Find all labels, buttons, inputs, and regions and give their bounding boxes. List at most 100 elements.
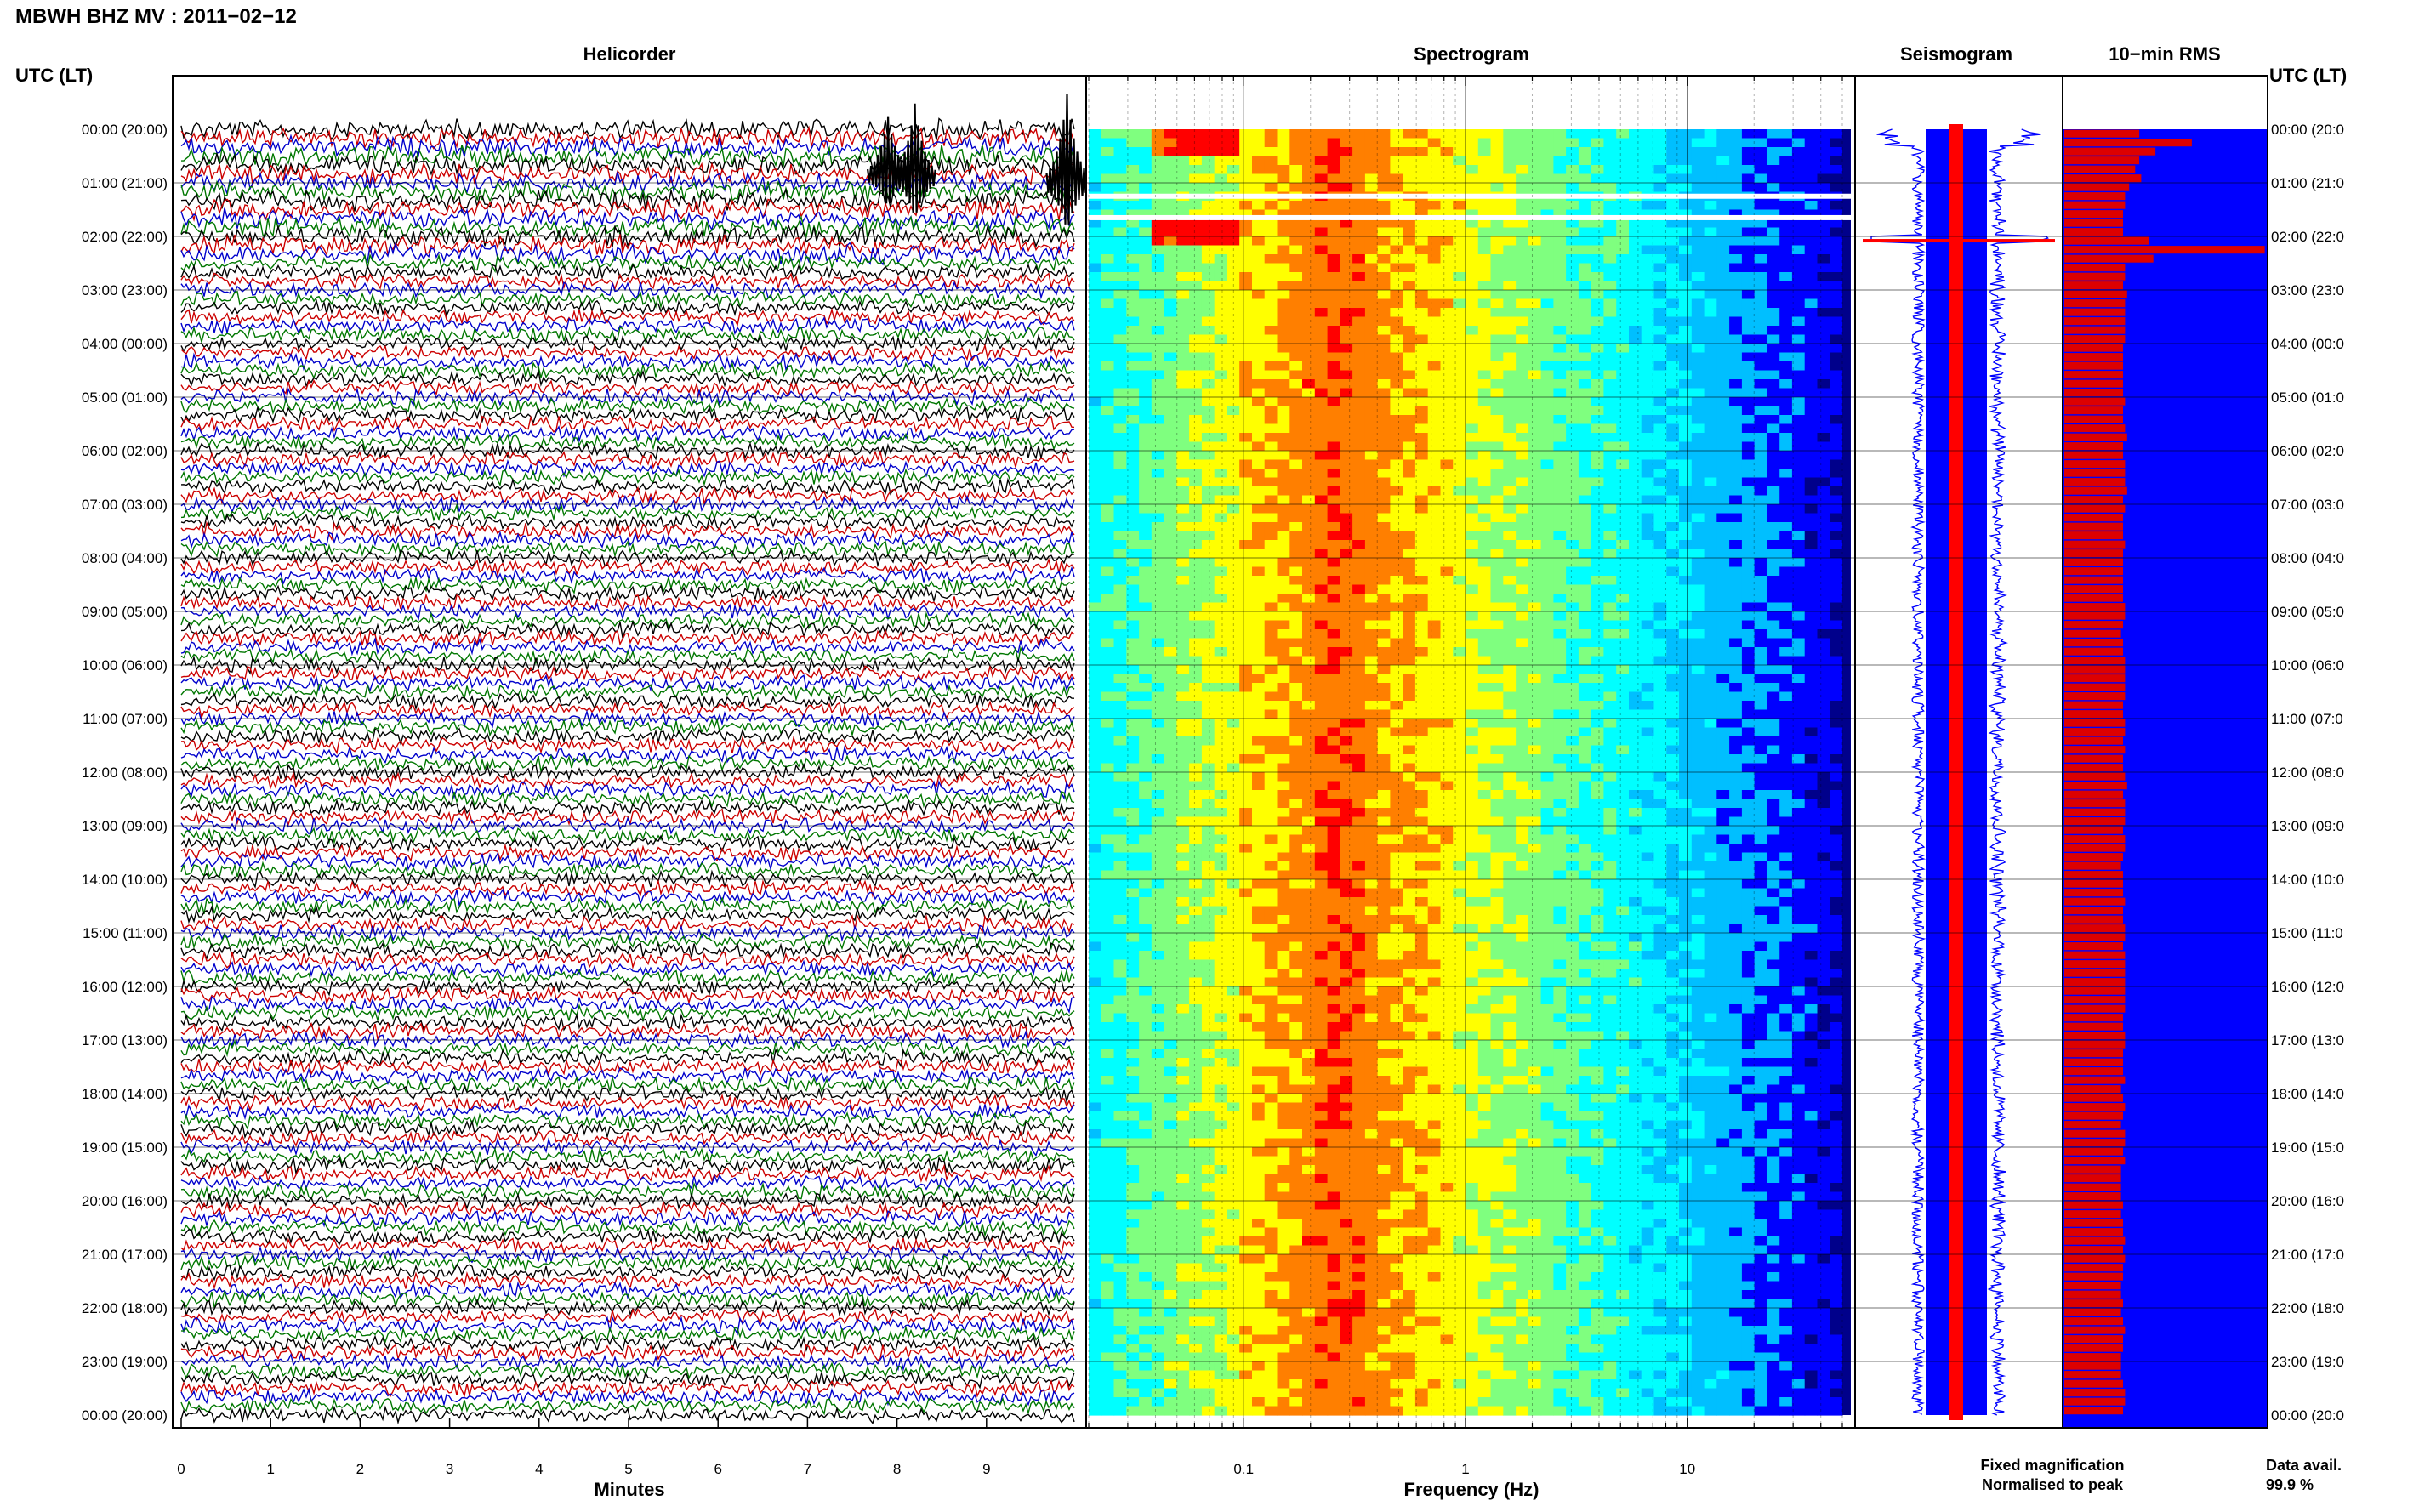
spectrogram-cell: [1516, 173, 1529, 184]
spectrogram-cell: [1804, 638, 1819, 648]
spectrogram-cell: [1377, 656, 1391, 666]
spectrogram-cell: [1101, 781, 1115, 791]
spectrogram-cell: [1477, 469, 1492, 479]
spectrogram-cell: [1503, 459, 1517, 469]
spectrogram-cell: [1490, 316, 1504, 327]
spectrogram-cell: [1151, 406, 1165, 416]
spectrogram-cell: [1101, 236, 1115, 247]
spectrogram-cell: [1264, 629, 1278, 639]
spectrogram-cell: [1377, 549, 1391, 559]
spectrogram-cell: [1804, 719, 1819, 729]
spectrogram-cell: [1113, 459, 1127, 469]
spectrogram-cell: [1553, 165, 1567, 175]
spectrogram-cell: [1352, 441, 1366, 452]
spectrogram-cell: [1779, 486, 1793, 497]
spectrogram-cell: [1729, 772, 1743, 782]
spectrogram-cell: [1767, 423, 1780, 434]
spectrogram-cell: [1729, 727, 1743, 737]
spectrogram-cell: [1691, 558, 1705, 568]
spectrogram-cell: [1201, 370, 1215, 380]
spectrogram-cell: [1440, 736, 1454, 747]
spectrogram-cell: [1616, 433, 1630, 443]
spectrogram-cell: [1741, 397, 1756, 407]
spectrogram-cell: [1264, 254, 1278, 264]
spectrogram-cell: [1477, 620, 1492, 630]
helicorder-event: [1045, 94, 1089, 225]
spectrogram-cell: [1779, 709, 1793, 719]
spectrogram-cell: [1189, 254, 1203, 264]
spectrogram-cell: [1364, 691, 1379, 702]
spectrogram-cell: [1440, 254, 1454, 264]
spectrogram-cell: [1201, 245, 1215, 255]
spectrogram-cell: [1201, 236, 1215, 247]
spectrogram-cell: [1101, 522, 1115, 532]
spectrogram-cell: [1151, 594, 1165, 604]
spectrogram-cell: [1466, 772, 1479, 782]
spectrogram-cell: [1113, 263, 1127, 273]
spectrogram-cell: [1704, 379, 1717, 389]
spectrogram-cell: [1277, 540, 1290, 550]
spectrogram-cell: [1591, 469, 1605, 479]
helicorder-trace: [180, 214, 1075, 241]
spectrogram-cell: [1113, 566, 1127, 577]
spectrogram-cell: [1414, 504, 1429, 514]
spectrogram-cell: [1817, 745, 1830, 755]
spectrogram-cell: [1252, 469, 1266, 479]
spectrogram-cell: [1176, 344, 1190, 354]
spectrogram-cell: [1377, 540, 1391, 550]
spectrogram-cell: [1591, 808, 1605, 818]
spectrogram-cell: [1289, 254, 1303, 264]
spectrogram-cell: [1603, 129, 1617, 139]
helicorder-x-tick-label: 5: [624, 1461, 632, 1477]
spectrogram-cell: [1666, 451, 1680, 461]
spectrogram-cell: [1716, 173, 1730, 184]
spectrogram-cell: [1779, 272, 1793, 282]
spectrogram-cell: [1817, 549, 1830, 559]
spectrogram-cell: [1352, 772, 1366, 782]
spectrogram-cell: [1252, 691, 1266, 702]
spectrogram-cell: [1830, 209, 1843, 219]
spectrogram-cell: [1830, 558, 1843, 568]
spectrogram-cell: [1591, 816, 1605, 827]
spectrogram-cell: [1252, 629, 1266, 639]
spectrogram-cell: [1716, 316, 1730, 327]
spectrogram-cell: [1340, 576, 1353, 586]
spectrogram-cell: [1817, 701, 1830, 711]
spectrogram-cell: [1641, 477, 1655, 487]
spectrogram-cell: [1679, 361, 1693, 372]
spectrogram-cell: [1603, 406, 1617, 416]
spectrogram-cell: [1716, 370, 1730, 380]
spectrogram-cell: [1629, 531, 1642, 541]
spectrogram-cell: [1314, 290, 1329, 300]
spectrogram-cell: [1453, 719, 1466, 729]
spectrogram-cell: [1791, 129, 1806, 139]
spectrogram-cell: [1252, 290, 1266, 300]
spectrogram-cell: [1201, 719, 1215, 729]
spectrogram-cell: [1791, 647, 1806, 657]
spectrogram-cell: [1327, 272, 1340, 282]
spectrogram-cell: [1566, 816, 1579, 827]
spectrogram-cell: [1466, 834, 1479, 844]
spectrogram-cell: [1741, 602, 1756, 612]
spectrogram-cell: [1403, 772, 1416, 782]
spectrogram-cell: [1201, 781, 1215, 791]
spectrogram-cell: [1779, 584, 1793, 594]
spectrogram-cell: [1477, 540, 1492, 550]
helicorder-trace: [180, 378, 1075, 398]
spectrogram-cell: [1566, 665, 1579, 675]
spectrogram-cell: [1089, 173, 1102, 184]
spectrogram-cell: [1414, 361, 1429, 372]
spectrogram-cell: [1327, 219, 1340, 229]
spectrogram-cell: [1503, 388, 1517, 398]
spectrogram-cell: [1227, 379, 1240, 389]
spectrogram-cell: [1754, 834, 1767, 844]
spectrogram-cell: [1239, 344, 1253, 354]
spectrogram-cell: [1164, 816, 1177, 827]
spectrogram-cell: [1113, 709, 1127, 719]
spectrogram-cell: [1566, 576, 1579, 586]
spectrogram-cell: [1176, 486, 1190, 497]
spectrogram-cell: [1641, 298, 1655, 309]
spectrogram-cell: [1754, 423, 1767, 434]
spectrogram-cell: [1252, 566, 1266, 577]
spectrogram-cell: [1528, 290, 1542, 300]
